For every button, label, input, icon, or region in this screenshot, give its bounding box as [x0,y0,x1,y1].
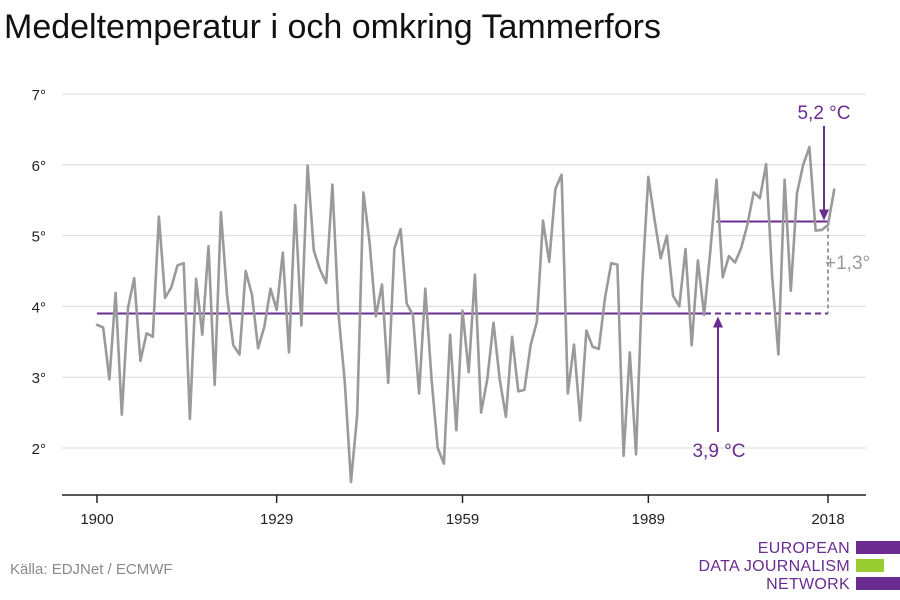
series-layer [95,145,836,484]
logo-bar-purple-bottom [856,577,900,590]
logo-line-2: DATA JOURNALISM [698,558,850,575]
x-tick-label: 2018 [811,511,844,528]
x-axis [62,494,866,503]
x-tick-label: 1929 [260,511,293,528]
y-tick-label: 5° [32,229,46,246]
logo-bar-purple-top [856,541,900,554]
temperature-series-line [95,145,836,484]
line-chart: 2° 3° 4° 5° 6° 7° 1900 1929 1959 1989 2018 5,2 °C… [32,87,870,528]
baseline-arrow-head [713,316,723,328]
recent-arrow-head [819,209,829,221]
edjnet-logo: EUROPEAN DATA JOURNALISM NETWORK [698,540,900,596]
x-axis-tick-labels: 1900 1929 1959 1989 2018 [80,511,844,528]
logo-line-3: NETWORK [766,576,850,593]
x-tick-label: 1989 [632,511,665,528]
y-tick-label: 2° [32,441,46,458]
y-tick-label: 3° [32,370,46,387]
logo-bar-green [856,559,884,572]
x-tick-label: 1900 [80,511,113,528]
chart-title: Medeltemperatur i och omkring Tammerfors [4,8,661,46]
source-note: Källa: EDJNet / ECMWF [10,561,173,578]
annotations: 5,2 °C 3,9 °C +1,3° [692,103,870,462]
logo-line-1: EUROPEAN [757,540,850,557]
x-tick-label: 1959 [446,511,479,528]
y-axis-tick-labels: 2° 3° 4° 5° 6° 7° [32,87,46,458]
y-tick-label: 4° [32,299,46,316]
grid-lines [62,93,866,449]
difference-label: +1,3° [825,253,870,274]
recent-average-label: 5,2 °C [797,103,850,124]
baseline-average-label: 3,9 °C [692,441,745,462]
y-tick-label: 7° [32,87,46,104]
y-tick-label: 6° [32,158,46,175]
